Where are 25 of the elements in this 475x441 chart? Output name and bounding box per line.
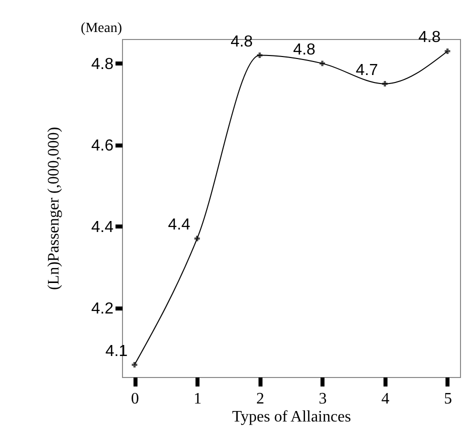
point — [132, 362, 138, 368]
y-tick-label: 4.2 — [91, 300, 114, 318]
data-label: 4.1 — [105, 342, 128, 360]
data-label: 4.7 — [356, 62, 378, 79]
y-tick-label: 4.4 — [91, 218, 114, 236]
y-tick-label: 4.8 — [91, 56, 114, 73]
point — [194, 236, 200, 242]
point — [382, 81, 388, 87]
text: (Mean) — [80, 21, 122, 36]
x-tick-label: 0 — [131, 390, 140, 408]
data-label: 4.8 — [293, 41, 316, 58]
y-tick-label: 4.6 — [91, 137, 114, 154]
point — [320, 60, 326, 66]
data-label: 4.8 — [230, 33, 253, 50]
point — [256, 52, 262, 58]
y-axis-title: (Ln)Passenger (,000,000) — [45, 126, 62, 290]
x-axis-title: Types of Allainces — [232, 408, 351, 426]
point — [444, 48, 450, 54]
x-tick-label: 3 — [318, 390, 327, 408]
x-tick-label: 1 — [194, 390, 202, 408]
x-tick-label: 5 — [444, 390, 452, 408]
x-tick-label: 4 — [381, 390, 390, 408]
data-label: 4.4 — [168, 216, 190, 234]
data-label: 4.8 — [418, 29, 441, 46]
x-tick-label: 2 — [256, 390, 264, 408]
